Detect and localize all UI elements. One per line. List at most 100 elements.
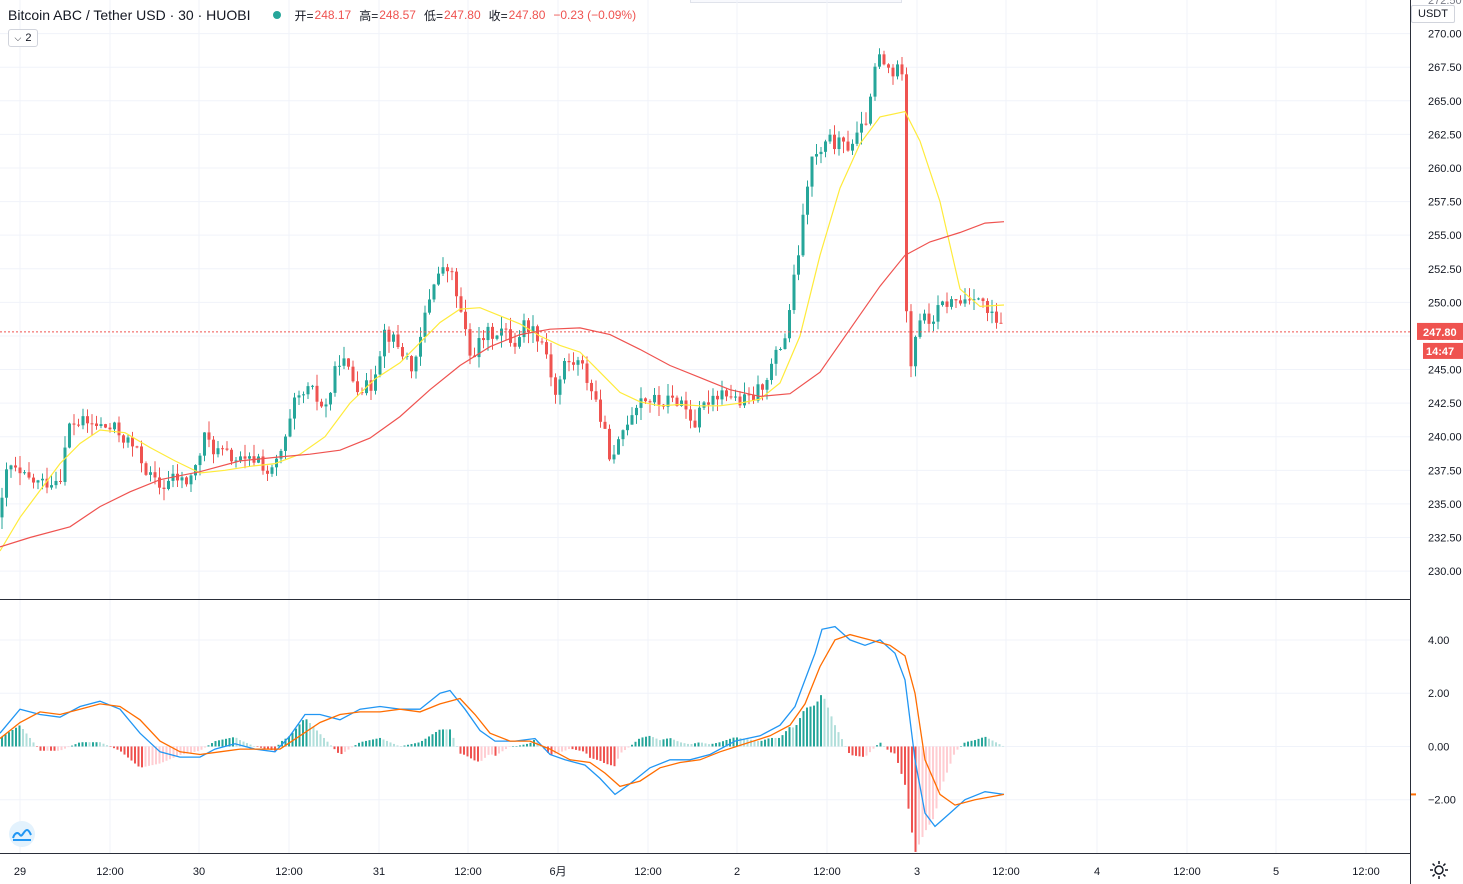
macd-histogram-bar: [141, 746, 143, 768]
macd-histogram-bar: [970, 740, 973, 747]
macd-histogram-bar: [809, 706, 812, 747]
candle-body: [770, 363, 773, 381]
macd-histogram-bar: [389, 742, 392, 747]
candle-body: [162, 487, 166, 489]
macd-histogram-bar: [683, 743, 686, 747]
macd-histogram-bar: [57, 746, 59, 751]
time-tick-label: 12:00: [634, 866, 662, 878]
time-tick-label: 6月: [549, 866, 566, 878]
macd-histogram-bar: [855, 746, 857, 756]
candle-body: [225, 448, 229, 450]
candle-body: [446, 267, 449, 272]
tradingview-logo-icon[interactable]: [8, 820, 36, 848]
macd-histogram-bar: [396, 745, 399, 747]
candle-body: [311, 385, 314, 387]
macd-histogram-bar: [449, 729, 451, 747]
macd-histogram-bar: [876, 745, 878, 747]
macd-histogram-bar: [22, 729, 24, 747]
macd-histogram-bar: [99, 742, 101, 747]
macd-histogram-bar: [711, 743, 714, 747]
candle-body: [468, 329, 472, 356]
candle-body: [680, 400, 683, 406]
candle-body: [774, 349, 778, 364]
macd-line: [0, 625, 1005, 828]
price-tick-label: 255.00: [1428, 230, 1462, 242]
candle-body: [905, 74, 908, 312]
price-tick-label: 232.50: [1428, 533, 1462, 545]
candle-body: [630, 415, 634, 425]
macd-histogram-bar: [669, 738, 672, 747]
macd-histogram-bar: [501, 746, 504, 752]
countdown-label-bg: [1423, 342, 1463, 359]
macd-histogram-bar: [599, 746, 602, 761]
candle-body: [626, 424, 629, 431]
candle-body: [950, 299, 953, 307]
macd-histogram-bar: [78, 742, 80, 747]
indicators-toggle-button[interactable]: ⌵ 2: [8, 29, 38, 47]
candle-body: [86, 416, 89, 424]
candle-body: [594, 391, 598, 400]
candle-body: [729, 396, 733, 398]
macd-histogram-bar: [53, 746, 56, 751]
close-label: 收=: [488, 8, 508, 23]
currency-badge[interactable]: USDT: [1411, 5, 1455, 23]
macd-histogram-bar: [694, 743, 696, 747]
candle-body: [968, 299, 971, 301]
candle-body: [860, 123, 863, 133]
macd-histogram-bar: [452, 737, 455, 747]
macd-histogram-bar: [708, 744, 710, 747]
candle-body: [572, 362, 575, 365]
candle-body: [576, 360, 580, 365]
candle-body: [828, 134, 832, 142]
ma-slow-line: [0, 221, 1005, 548]
macd-histogram-bar: [967, 741, 969, 747]
macd-histogram-bar: [802, 711, 805, 747]
macd-histogram-bar: [372, 739, 374, 747]
symbol-title[interactable]: Bitcoin ABC / Tether USD · 30 · HUOBI: [8, 7, 251, 23]
macd-histogram-bar: [498, 746, 500, 754]
candle-body: [648, 401, 652, 403]
macd-histogram-bar: [487, 746, 490, 755]
macd-histogram-bar: [60, 746, 63, 751]
macd-histogram-bar: [204, 746, 206, 748]
candle-body: [392, 334, 395, 342]
macd-histogram-bar: [242, 741, 245, 747]
candle-body: [522, 320, 526, 338]
macd-histogram-bar: [351, 746, 353, 748]
macd-histogram-bar: [263, 746, 266, 749]
time-tick-label: 3: [914, 866, 920, 878]
macd-histogram-bar: [491, 746, 493, 755]
candle-body: [23, 472, 26, 474]
candle-body: [396, 334, 400, 348]
macd-histogram-bar: [116, 746, 119, 750]
close-value: 247.80: [508, 8, 546, 22]
countdown-label: 14:47: [1426, 346, 1454, 358]
candle-body: [482, 338, 485, 341]
macd-histogram-bar: [974, 740, 976, 747]
candle-body: [212, 439, 215, 455]
candle-body: [477, 338, 481, 358]
macd-histogram-bar: [897, 746, 899, 763]
macd-histogram-bar: [806, 707, 808, 747]
macd-histogram-bar: [50, 746, 52, 751]
time-tick-label: 12:00: [1173, 866, 1201, 878]
macd-histogram-bar: [277, 744, 280, 747]
candle-body: [747, 394, 751, 396]
macd-histogram-bar: [365, 740, 367, 747]
gear-icon[interactable]: [1429, 860, 1449, 880]
macd-histogram-bar: [445, 729, 448, 747]
macd-histogram-bar: [928, 746, 931, 825]
price-tick-label: 270.00: [1428, 29, 1462, 41]
macd-histogram-bar: [200, 746, 203, 750]
candle-body: [585, 363, 589, 383]
candle-body: [108, 427, 112, 430]
candle-body: [266, 470, 269, 474]
candle-body: [567, 360, 571, 363]
macd-histogram-bar: [295, 728, 297, 747]
candle-body: [360, 392, 364, 394]
candle-body: [981, 298, 985, 302]
candle-body: [45, 478, 49, 488]
candle-body: [900, 64, 904, 75]
macd-histogram-bar: [722, 741, 724, 747]
